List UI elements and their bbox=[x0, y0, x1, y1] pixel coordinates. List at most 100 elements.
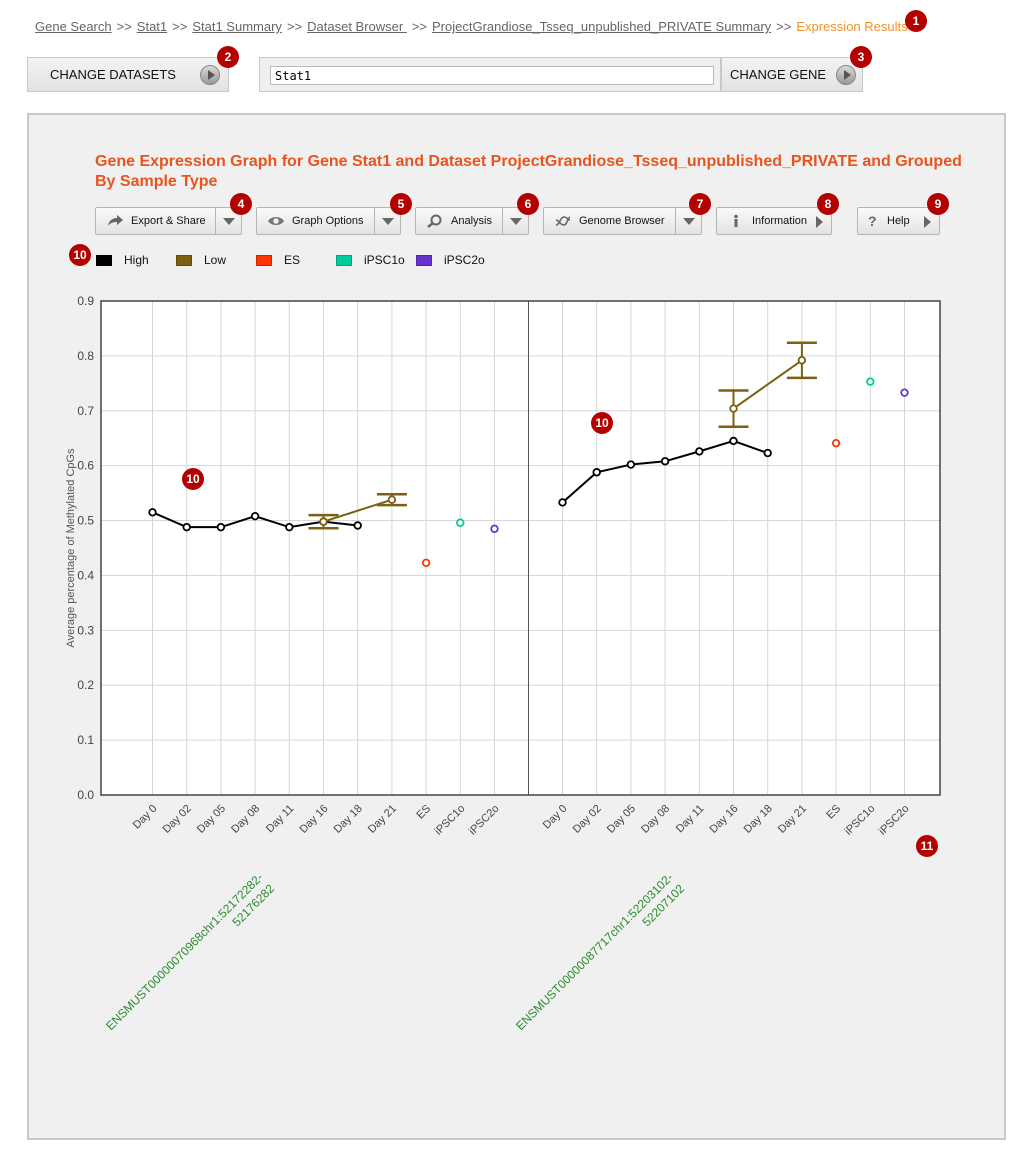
y-tick-label: 0.5 bbox=[77, 514, 94, 528]
legend-label: High bbox=[124, 253, 149, 267]
data-point bbox=[216, 522, 226, 532]
y-tick-label: 0.4 bbox=[77, 568, 94, 582]
help-button[interactable]: ? Help bbox=[857, 207, 940, 235]
annotation-badge: 7 bbox=[689, 193, 711, 215]
x-tick-label: Day 21 bbox=[366, 803, 399, 836]
data-point bbox=[763, 448, 772, 458]
breadcrumb-current: Expression Results bbox=[796, 19, 908, 34]
analysis-label: Analysis bbox=[451, 215, 492, 227]
breadcrumb-separator: >> bbox=[411, 19, 428, 34]
x-tick-label: Day 16 bbox=[707, 803, 740, 836]
dna-icon bbox=[555, 216, 571, 226]
data-point bbox=[353, 521, 362, 530]
y-tick-label: 0.1 bbox=[77, 733, 94, 747]
y-tick-label: 0.6 bbox=[77, 459, 94, 473]
data-point bbox=[456, 518, 465, 527]
genome-browser-button[interactable]: Genome Browser bbox=[543, 207, 702, 235]
annotation-badge: 8 bbox=[817, 193, 839, 215]
breadcrumb-link-gene-search[interactable]: Gene Search bbox=[35, 19, 112, 34]
data-point bbox=[831, 438, 841, 448]
breadcrumb-separator: >> bbox=[172, 19, 188, 34]
x-tick-label: iPSC1o bbox=[843, 803, 878, 838]
x-tick-label: Day 16 bbox=[297, 803, 330, 836]
data-point bbox=[592, 468, 601, 477]
change-gene-label: CHANGE GENE bbox=[730, 67, 827, 82]
legend-item-low[interactable]: Low bbox=[176, 253, 226, 267]
breadcrumb-link-stat1-summary[interactable]: Stat1 Summary bbox=[192, 19, 282, 34]
chevron-right-icon bbox=[924, 216, 931, 228]
series-line bbox=[323, 498, 393, 523]
info-icon bbox=[734, 214, 738, 227]
chevron-right-icon bbox=[816, 216, 823, 228]
y-tick-label: 0.8 bbox=[77, 349, 94, 363]
data-point bbox=[660, 457, 670, 466]
legend-label: ES bbox=[284, 253, 301, 267]
y-axis-label: Average percentage of Methylated CpGs bbox=[65, 448, 77, 648]
legend-label: Low bbox=[204, 253, 227, 267]
breadcrumb-link-dataset-browser[interactable]: Dataset Browser bbox=[307, 19, 407, 34]
breadcrumb: Gene Search >> Stat1 >> Stat1 Summary >> Datas… bbox=[35, 19, 908, 34]
plot-area bbox=[101, 301, 940, 795]
question-mark-icon: ? bbox=[868, 213, 877, 229]
information-label: Information bbox=[752, 215, 808, 227]
x-tick-label: ES bbox=[414, 803, 433, 822]
x-tick-label: Day 11 bbox=[264, 803, 297, 836]
help-label: Help bbox=[887, 215, 910, 227]
panel-label: ENSMUST00000087717chr1:52203102-52207102 bbox=[513, 870, 687, 1044]
annotation-badge: 10 bbox=[69, 244, 91, 266]
graph-options-button[interactable]: Graph Options bbox=[256, 207, 401, 235]
plot-border bbox=[100, 300, 941, 796]
data-point bbox=[148, 508, 157, 517]
x-tick-label: iPSC2o bbox=[877, 803, 912, 838]
data-point bbox=[695, 447, 704, 456]
legend-swatch bbox=[336, 254, 352, 266]
y-tick-label: 0.7 bbox=[77, 404, 94, 418]
x-tick-label: iPSC1o bbox=[433, 803, 468, 838]
legend-label: iPSC2o bbox=[444, 253, 485, 267]
legend-swatch bbox=[256, 254, 272, 266]
data-point bbox=[900, 388, 909, 397]
breadcrumb-separator: >> bbox=[776, 19, 792, 34]
play-icon bbox=[836, 65, 856, 85]
analysis-button[interactable]: Analysis bbox=[415, 207, 529, 235]
data-point bbox=[319, 517, 328, 526]
share-arrow-icon bbox=[108, 215, 123, 226]
x-tick-label: Day 05 bbox=[605, 803, 638, 836]
annotation-badge: 6 bbox=[517, 193, 539, 215]
x-tick-label: Day 0 bbox=[541, 803, 570, 832]
legend-swatch bbox=[416, 254, 432, 266]
legend-item-es[interactable]: ES bbox=[256, 253, 300, 267]
data-point bbox=[729, 436, 738, 446]
annotation-badge: 2 bbox=[217, 46, 239, 68]
annotation-badge: 11 bbox=[916, 835, 938, 857]
gene-input[interactable] bbox=[270, 66, 714, 85]
x-tick-label: Day 21 bbox=[776, 803, 809, 836]
breadcrumb-link-stat1[interactable]: Stat1 bbox=[136, 19, 168, 34]
x-tick-label: Day 02 bbox=[161, 803, 194, 836]
breadcrumb-link-dataset-summary[interactable]: ProjectGrandiose_Tsseq_unpublished_PRIVA… bbox=[432, 19, 772, 34]
change-datasets-button[interactable]: CHANGE DATASETS bbox=[27, 57, 229, 92]
legend-item-ipsc2o[interactable]: iPSC2o bbox=[416, 253, 485, 267]
x-tick-label: Day 02 bbox=[571, 803, 604, 836]
x-tick-label: Day 08 bbox=[639, 803, 672, 836]
chevron-down-icon[interactable] bbox=[374, 208, 400, 234]
data-point bbox=[626, 460, 636, 469]
chevron-down-icon[interactable] bbox=[502, 208, 528, 234]
chevron-down-icon[interactable] bbox=[215, 208, 241, 234]
change-gene-button[interactable]: CHANGE GENE bbox=[721, 57, 863, 92]
annotation-badge: 4 bbox=[230, 193, 252, 215]
chevron-down-icon[interactable] bbox=[675, 208, 701, 234]
legend-item-high[interactable]: High bbox=[96, 253, 149, 267]
data-point bbox=[387, 495, 397, 504]
annotation-badge: 3 bbox=[850, 46, 872, 68]
data-point bbox=[421, 558, 431, 568]
graph-title: Gene Expression Graph for Gene Stat1 and… bbox=[95, 153, 962, 190]
y-tick-label: 0.0 bbox=[77, 788, 94, 802]
x-tick-label: Day 18 bbox=[742, 803, 775, 836]
magnifier-icon bbox=[427, 214, 442, 228]
export-share-button[interactable]: Export & Share bbox=[95, 207, 242, 235]
legend-item-ipsc1o[interactable]: iPSC1o bbox=[336, 253, 405, 267]
information-button[interactable]: Information bbox=[716, 207, 832, 235]
legend-swatch bbox=[176, 254, 192, 266]
